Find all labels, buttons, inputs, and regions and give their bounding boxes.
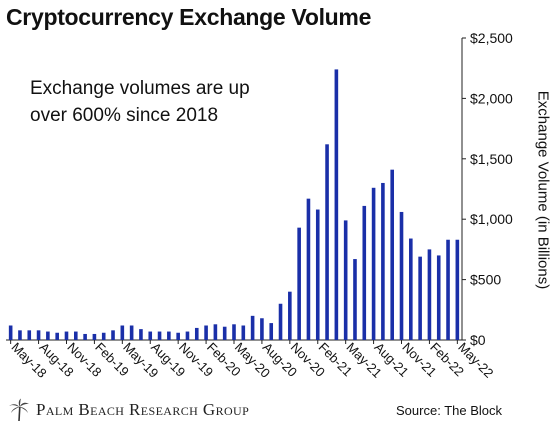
bar [129, 325, 134, 340]
bar [399, 211, 404, 340]
bar [306, 198, 311, 340]
bar [27, 330, 32, 340]
bar [92, 333, 97, 340]
source-note: Source: The Block [396, 403, 502, 418]
y-tick-label: $2,000 [470, 90, 513, 106]
bar [446, 239, 450, 340]
bar [343, 220, 348, 340]
bar [371, 187, 376, 340]
bar [185, 331, 190, 340]
y-tick-label: $1,500 [470, 151, 513, 167]
bar [167, 331, 171, 340]
bar [436, 255, 441, 340]
bar [288, 291, 292, 340]
bar [297, 227, 301, 340]
y-tick-label: $1,000 [470, 211, 513, 227]
bar [260, 318, 264, 340]
palm-tree-icon [9, 398, 29, 422]
y-axis-ticks: $0 $500 $1,000 $1,500 $2,000 $2,500 [462, 30, 513, 348]
logo-text: Palm Beach Research Group [36, 400, 250, 419]
chart-annotation: Exchange volumes are up over 600% since … [30, 75, 250, 129]
bar [362, 205, 367, 340]
bar [157, 331, 162, 340]
bar [455, 239, 460, 340]
bar [36, 330, 41, 340]
y-tick-label: $500 [470, 272, 501, 288]
bar [83, 333, 87, 340]
bar [241, 325, 246, 340]
bar [148, 331, 153, 340]
bar [269, 323, 274, 340]
annotation-line-2: over 600% since 2018 [30, 105, 219, 126]
bar [381, 182, 385, 340]
chart-bars [8, 69, 460, 341]
x-axis-ticks: May-18Aug-18Nov-18Feb-19May-19Aug-19Nov-… [9, 340, 497, 381]
bar [111, 330, 115, 340]
bar [46, 331, 50, 340]
bar [101, 332, 106, 340]
bar [213, 324, 218, 340]
y-tick-label: $0 [470, 332, 486, 348]
bar [8, 325, 13, 340]
bar [325, 144, 329, 340]
bar [194, 327, 199, 340]
bar [353, 259, 357, 340]
y-tick-label: $2,500 [470, 30, 513, 46]
bar [390, 169, 395, 340]
bar [278, 303, 283, 340]
bar [176, 332, 180, 340]
bar [409, 238, 413, 340]
y-axis-label: Exchange Volume (in Billions) [534, 90, 552, 290]
bar [250, 315, 255, 340]
chart-title: Cryptocurrency Exchange Volume [6, 4, 372, 30]
bar [139, 329, 143, 340]
bar [73, 331, 78, 340]
bar [64, 331, 69, 340]
bar [334, 69, 339, 341]
bar [315, 209, 320, 340]
bar [55, 332, 59, 340]
annotation-line-1: Exchange volumes are up [30, 78, 250, 99]
bar [232, 324, 236, 340]
bar [427, 249, 432, 340]
bar [18, 330, 22, 340]
bar [120, 325, 125, 340]
brand-logo: Palm Beach Research Group [8, 398, 249, 422]
bar [204, 325, 208, 340]
bar [222, 326, 227, 340]
bar [418, 256, 422, 340]
